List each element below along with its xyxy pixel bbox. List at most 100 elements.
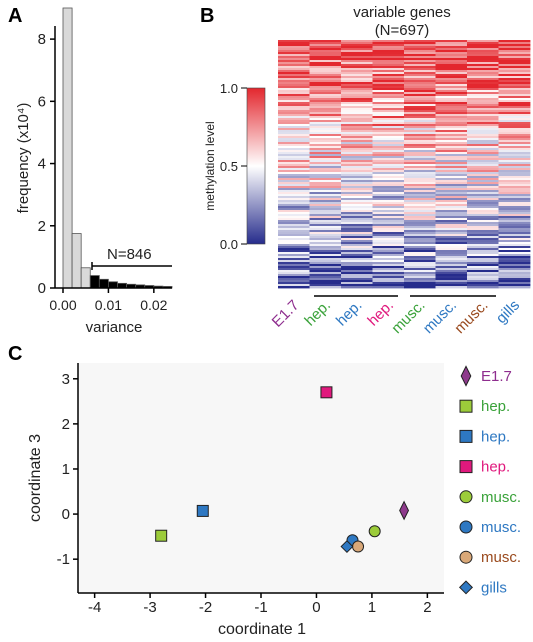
- heatmap-cell: [435, 238, 468, 241]
- heatmap-cell: [341, 248, 373, 251]
- heatmap-cell: [278, 234, 310, 237]
- heatmap-cell: [278, 142, 310, 145]
- heatmap-cell: [404, 134, 436, 137]
- heatmap-cell: [278, 258, 310, 261]
- heatmap-cell: [498, 284, 531, 287]
- heatmap-cell: [372, 112, 405, 115]
- heatmap-cell: [435, 42, 468, 45]
- heatmap-cell: [372, 212, 405, 215]
- heatmap-cell: [372, 260, 405, 263]
- heatmap-cell: [341, 238, 373, 241]
- heatmap-cell: [435, 50, 468, 53]
- heatmap-cell: [467, 76, 499, 79]
- heatmap-cell: [341, 118, 373, 121]
- heatmap-cell: [341, 252, 373, 255]
- heatmap-cell: [372, 122, 405, 125]
- heatmap-cell: [435, 80, 468, 83]
- heatmap-cell: [404, 62, 436, 65]
- heatmap-cell: [435, 68, 468, 71]
- heatmap-cell: [435, 222, 468, 225]
- heatmap-cell: [404, 70, 436, 73]
- heatmap-cell: [404, 138, 436, 141]
- heatmap-cell: [278, 62, 310, 65]
- heatmap-cell: [498, 244, 531, 247]
- heatmap-cell: [341, 184, 373, 187]
- heatmap-cell: [372, 216, 405, 219]
- heatmap-cell: [435, 134, 468, 137]
- heatmap-cell: [435, 244, 468, 247]
- heatmap-cell: [498, 232, 531, 235]
- heatmap-cell: [498, 52, 531, 55]
- heatmap-cell: [309, 208, 342, 211]
- heatmap-cell: [309, 108, 342, 111]
- heatmap-cell: [278, 88, 310, 91]
- heatmap-cell: [435, 266, 468, 269]
- heatmap-cell: [372, 48, 405, 51]
- heatmap-cell: [309, 158, 342, 161]
- heatmap-cell: [435, 184, 468, 187]
- heatmap-cell: [372, 124, 405, 127]
- heatmap-cell: [498, 272, 531, 275]
- heatmap-cell: [404, 124, 436, 127]
- heatmap-cell: [278, 140, 310, 143]
- heatmap-cell: [341, 108, 373, 111]
- heatmap-cell: [435, 52, 468, 55]
- heatmap-cell: [467, 154, 499, 157]
- heatmap-cell: [498, 100, 531, 103]
- heatmap-cell: [309, 164, 342, 167]
- heatmap-cell: [467, 198, 499, 201]
- heatmap-cell: [404, 68, 436, 71]
- panel-b-letter: B: [200, 5, 214, 27]
- heatmap-cell: [435, 108, 468, 111]
- heatmap-cell: [309, 104, 342, 107]
- heatmap-cell: [309, 132, 342, 135]
- heatmap-cell: [372, 144, 405, 147]
- heatmap-cell: [278, 52, 310, 55]
- heatmap-cell: [372, 92, 405, 95]
- heatmap-cell: [341, 102, 373, 105]
- heatmap-cell: [278, 282, 310, 285]
- heatmap-cell: [467, 258, 499, 261]
- heatmap-cell: [372, 252, 405, 255]
- heatmap-cell: [467, 234, 499, 237]
- heatmap-cell: [435, 200, 468, 203]
- heatmap-cell: [467, 102, 499, 105]
- heatmap-cell: [278, 158, 310, 161]
- heatmap-cell: [309, 236, 342, 239]
- heatmap-cell: [435, 84, 468, 87]
- heatmap-cell: [372, 258, 405, 261]
- heatmap-cell: [372, 60, 405, 63]
- heatmap-cell: [309, 240, 342, 243]
- heatmap-cell: [341, 162, 373, 165]
- heatmap-cell: [341, 40, 373, 43]
- heatmap-cell: [467, 92, 499, 95]
- colorbar: [246, 87, 266, 245]
- heatmap-cell: [309, 146, 342, 149]
- heatmap-cell: [309, 86, 342, 89]
- heatmap-cell: [467, 236, 499, 239]
- heatmap-cell: [341, 46, 373, 49]
- heatmap-cell: [278, 270, 310, 273]
- heatmap-cell: [309, 100, 342, 103]
- heatmap-cell: [467, 162, 499, 165]
- heatmap-cell: [498, 230, 531, 233]
- heatmap-cell: [372, 114, 405, 117]
- heatmap-cell: [498, 56, 531, 59]
- heatmap-cell: [498, 276, 531, 279]
- heatmap-cell: [467, 144, 499, 147]
- heatmap-cell: [278, 80, 310, 83]
- heatmap-cell: [435, 176, 468, 179]
- heatmap-cell: [467, 220, 499, 223]
- heatmap-cell: [404, 170, 436, 173]
- scatter-point: [196, 504, 209, 517]
- heatmap-cell: [435, 236, 468, 239]
- heatmap-cell: [372, 68, 405, 71]
- heatmap-cell: [309, 112, 342, 115]
- heatmap-cell: [309, 40, 342, 43]
- heatmap-cell: [341, 214, 373, 217]
- heatmap-cell: [309, 242, 342, 245]
- heatmap-cell: [435, 62, 468, 65]
- heatmap-cell: [309, 50, 342, 53]
- heatmap-cell: [278, 118, 310, 121]
- heatmap-cell: [278, 254, 310, 257]
